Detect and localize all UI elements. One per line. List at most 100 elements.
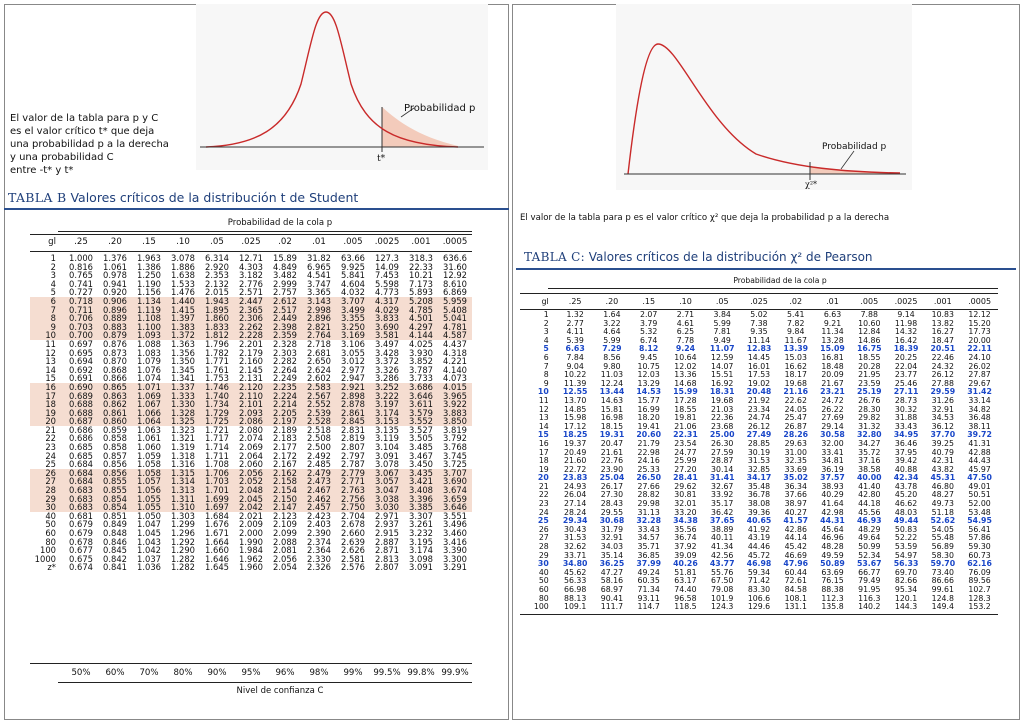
- value-cell: 29.82: [858, 414, 881, 423]
- table-row: 17 0.689 0.863 1.069 1.333 1.740 2.110 2.224 2.5…: [30, 391, 472, 401]
- table-row: 23 0.685 0.858 1.060 1.319 1.714 2.069 2.177 2.5…: [30, 443, 472, 452]
- value-cell: 34.57: [637, 534, 660, 543]
- value-cell: 1.671: [205, 529, 229, 538]
- value-cell: 99.61: [931, 586, 954, 594]
- value-cell: 153.2: [968, 603, 991, 612]
- value-cell: 2.831: [341, 425, 365, 435]
- value-cell: 1.079: [137, 357, 161, 366]
- value-cell: 20.00: [968, 336, 991, 345]
- value-cell: 0.691: [69, 374, 93, 383]
- value-cell: 86.66: [931, 577, 954, 586]
- value-cell: 43.82: [931, 465, 954, 474]
- value-cell: 1.042: [137, 546, 161, 555]
- value-cell: 79.08: [711, 586, 734, 594]
- df-cell: 15: [45, 374, 56, 383]
- value-cell: 49.64: [858, 534, 881, 543]
- value-cell: 26.04: [563, 491, 587, 500]
- value-cell: 22.31: [673, 431, 698, 440]
- value-cell: 2.330: [307, 554, 331, 564]
- value-cell: 49.44: [893, 517, 919, 526]
- value-cell: 14.45: [747, 353, 771, 362]
- value-cell: 2.500: [307, 443, 331, 452]
- value-cell: 2.054: [273, 563, 297, 572]
- value-cell: 124.8: [931, 594, 954, 603]
- value-cell: 2.162: [268, 468, 302, 478]
- value-cell: 3.674: [438, 486, 472, 495]
- value-cell: 1.706: [200, 468, 234, 478]
- value-cell: 43.19: [747, 534, 771, 543]
- value-cell: 3.174: [409, 546, 433, 555]
- value-cell: 3.195: [409, 537, 433, 547]
- value-cell: 32.91: [931, 405, 954, 414]
- value-cell: 0.685: [69, 443, 93, 452]
- value-cell: 2.539: [302, 408, 336, 418]
- value-cell: 32.28: [636, 517, 662, 526]
- value-cell: 5.893: [409, 288, 433, 297]
- table-row: 5 0.727 0.920 1.156 1.476 2.015 2.571 2.757 3.36…: [30, 288, 472, 297]
- value-cell: 52.00: [968, 500, 991, 509]
- value-cell: 46.98: [746, 560, 772, 569]
- value-cell: 3.579: [404, 408, 438, 418]
- value-cell: 9.14: [897, 311, 915, 319]
- value-cell: 24.72: [821, 396, 844, 405]
- value-cell: 68.97: [600, 586, 624, 594]
- value-cell: 66.98: [563, 586, 587, 594]
- value-cell: .025: [241, 237, 261, 247]
- value-cell: 37.70: [930, 431, 956, 440]
- value-cell: 1.333: [166, 391, 200, 401]
- value-cell: 18.31: [709, 388, 735, 397]
- df-cell: 5: [50, 288, 56, 297]
- value-cell: 5.99: [713, 319, 731, 328]
- value-cell: 19.37: [563, 439, 587, 448]
- value-cell: 2.528: [302, 417, 336, 426]
- value-cell: 3.707: [336, 296, 370, 306]
- value-cell: 2.508: [307, 434, 331, 444]
- value-cell: 3.922: [438, 400, 472, 409]
- value-cell: 34.95: [893, 431, 919, 440]
- value-cell: 2.201: [239, 339, 263, 349]
- value-cell: 35.48: [747, 482, 771, 491]
- value-cell: 2.660: [341, 529, 365, 538]
- value-cell: 60.44: [784, 568, 807, 577]
- confidence-cell: 90%: [207, 668, 227, 678]
- value-cell: 102.7: [968, 586, 991, 594]
- value-cell: 1.313: [166, 486, 200, 495]
- table-row: 80 0.678 0.846 1.043 1.292 1.664 1.990 2.088 2.3…: [30, 538, 472, 547]
- table-row: 26 0.684 0.856 1.058 1.315 1.706 2.056 2.162 2.4…: [30, 468, 472, 478]
- value-cell: 2.060: [239, 460, 263, 469]
- value-cell: 4.303: [239, 262, 263, 272]
- value-cell: 38.97: [784, 500, 807, 509]
- value-cell: 2.485: [307, 460, 331, 469]
- value-cell: 2.552: [302, 400, 336, 409]
- value-cell: 6.25: [676, 328, 695, 337]
- value-cell: 1.960: [239, 563, 263, 572]
- df-cell: 60: [538, 586, 549, 594]
- value-cell: 3.055: [341, 348, 365, 358]
- value-cell: 4.317: [370, 296, 404, 306]
- value-cell: 0.978: [103, 271, 127, 280]
- value-cell: 58.30: [931, 551, 954, 560]
- value-cell: 36.25: [599, 560, 625, 569]
- value-cell: 2.088: [273, 537, 297, 547]
- value-cell: 9.49: [713, 336, 731, 345]
- value-cell: 49.24: [637, 568, 660, 577]
- value-cell: .0025: [374, 237, 400, 247]
- value-cell: 0.706: [64, 314, 98, 323]
- value-cell: 4.297: [404, 322, 438, 332]
- value-cell: 43.77: [709, 560, 735, 569]
- value-cell: 60.35: [637, 577, 660, 586]
- df-cell: 8: [30, 314, 64, 323]
- value-cell: 1.119: [132, 305, 166, 315]
- value-cell: 56.89: [931, 543, 954, 552]
- value-cell: 3.091: [375, 451, 399, 461]
- confidence-cell: 80%: [173, 668, 193, 678]
- value-cell: 2.398: [268, 322, 302, 332]
- value-cell: 14.32: [894, 328, 918, 337]
- value-cell: 35.17: [711, 500, 734, 509]
- value-cell: 16.98: [600, 414, 624, 423]
- value-cell: 14.85: [563, 405, 587, 414]
- value-cell: 318.3: [409, 254, 433, 263]
- value-cell: 4.032: [341, 288, 365, 297]
- table-row: 26 30.43 31.79 33.43 35.56 38.89 41.92 42.86 45.…: [520, 526, 998, 535]
- value-cell: 36.48: [968, 414, 991, 423]
